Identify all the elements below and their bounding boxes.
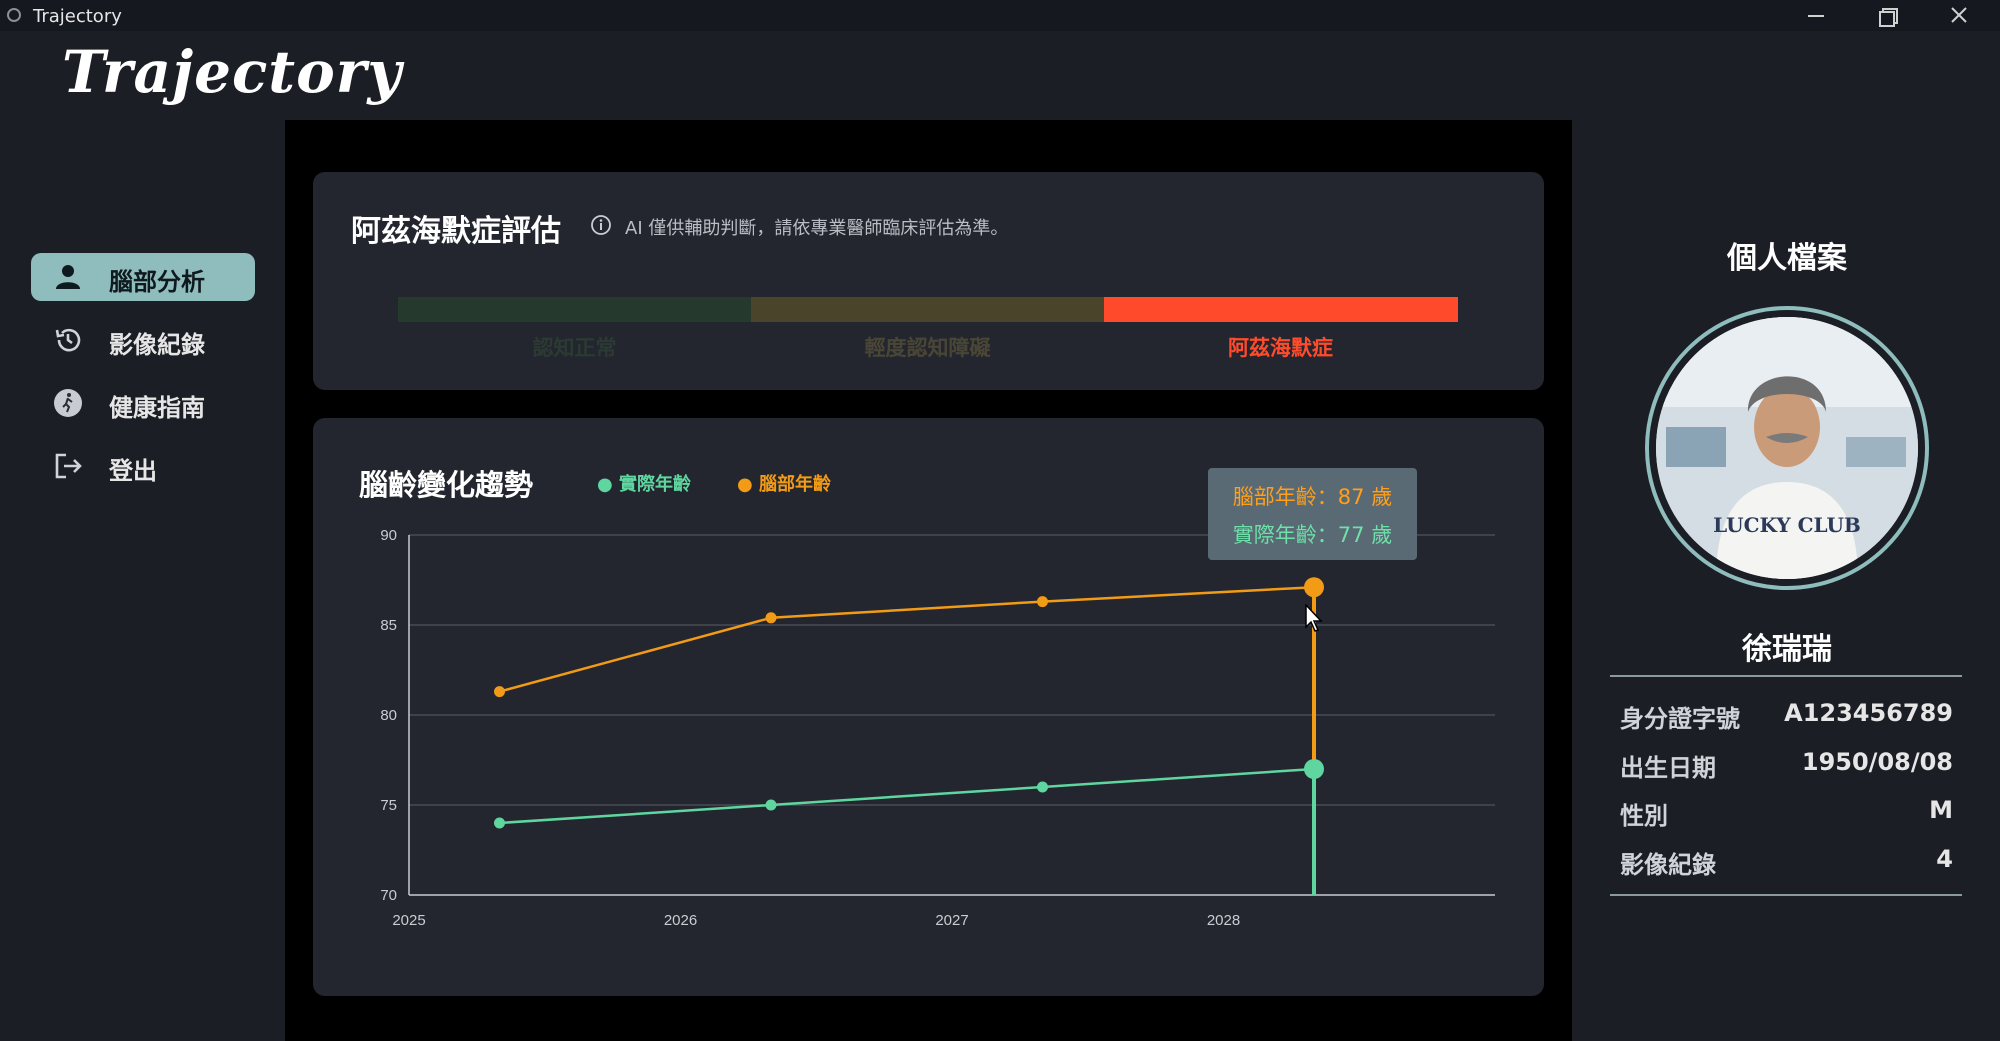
field-label-sex: 性別 [1620, 802, 1668, 830]
series-line-actual-age [499, 767, 1315, 825]
sidebar-item-brain-analysis[interactable]: 腦部分析 [31, 253, 255, 301]
sidebar-item-label: 健康指南 [109, 394, 205, 422]
level-bar-alzheimer [1104, 297, 1458, 322]
mouse-cursor-icon [1305, 604, 1323, 632]
level-label-normal: 認知正常 [532, 336, 617, 360]
sidebar-item-health-guide[interactable]: 健康指南 [31, 379, 255, 427]
avatar: LUCKY CLUB [1656, 317, 1918, 579]
field-value-birthdate: 1950/08/08 [1801, 748, 1953, 776]
x-tick-label: 2027 [935, 912, 968, 929]
profile-divider [1610, 675, 1962, 677]
field-label-image-records: 影像紀錄 [1620, 851, 1716, 879]
data-point-brain-age [494, 686, 505, 698]
profile-divider [1610, 894, 1962, 896]
minimize-button[interactable] [1780, 0, 1850, 31]
title-bar: Trajectory [0, 0, 2000, 31]
tooltip-brain-age: 腦部年齡：87 歲 [1232, 485, 1393, 509]
data-point-actual-age [1304, 759, 1324, 779]
sidebar-item-logout[interactable]: 登出 [31, 442, 255, 490]
x-tick-label: 2025 [392, 912, 425, 929]
trend-title: 腦齡變化趨勢 [359, 468, 534, 502]
data-point-brain-age [1304, 577, 1324, 598]
assessment-disclaimer: AI 僅供輔助判斷，請依專業醫師臨床評估為準。 [625, 218, 1009, 239]
series-line-brain-age [499, 585, 1315, 693]
y-tick-label: 75 [380, 797, 397, 814]
level-label-alzheimer: 阿茲海默症 [1228, 336, 1333, 360]
sidebar-item-label: 影像紀錄 [109, 331, 205, 359]
maximize-button[interactable] [1852, 0, 1922, 31]
window-title: Trajectory [33, 6, 122, 27]
y-tick-label: 90 [380, 527, 397, 544]
user-icon [56, 265, 80, 289]
y-tick-label: 80 [380, 707, 397, 724]
app-icon [7, 8, 21, 22]
level-label-mild: 輕度認知障礙 [864, 336, 991, 360]
logout-icon [55, 453, 82, 479]
field-value-sex: M [1929, 796, 1953, 824]
legend-label: 腦部年齡 [758, 474, 831, 495]
legend-actual-age[interactable]: ● 實際年齡 [597, 474, 691, 495]
level-bar-normal [398, 297, 751, 322]
y-tick-label: 85 [380, 617, 397, 634]
history-icon [55, 328, 81, 352]
profile-title: 個人檔案 [1727, 241, 1847, 276]
running-icon [54, 389, 82, 417]
field-label-id: 身分證字號 [1620, 705, 1740, 733]
avatar-ring [1645, 306, 1929, 590]
trend-card: 腦齡變化趨勢 ● 實際年齡 ● 腦部年齡 70 75 80 85 90 2025 2026 2… [313, 418, 1544, 996]
chart-tooltip: 腦部年齡：87 歲 實際年齡：77 歲 [1208, 468, 1417, 560]
x-tick-label: 2026 [664, 912, 697, 929]
close-button[interactable] [1924, 0, 1994, 31]
tooltip-actual-age: 實際年齡：77 歲 [1232, 523, 1393, 547]
x-tick-label: 2028 [1207, 912, 1240, 929]
sidebar-item-image-records[interactable]: 影像紀錄 [31, 316, 255, 364]
app-logo: Trajectory [62, 38, 403, 106]
legend-brain-age[interactable]: ● 腦部年齡 [737, 474, 831, 495]
legend-label: 實際年齡 [618, 474, 691, 495]
avatar-photo: LUCKY CLUB [1656, 317, 1918, 579]
data-point-brain-age [765, 612, 777, 624]
profile-name: 徐瑞瑞 [1742, 632, 1832, 667]
close-icon [1951, 7, 1967, 23]
assessment-card: 阿茲海默症評估 AI 僅供輔助判斷，請依專業醫師臨床評估為準。 認知正常 輕度認… [313, 172, 1544, 390]
data-point-actual-age [765, 799, 777, 811]
field-label-birthdate: 出生日期 [1620, 754, 1716, 782]
svg-text:LUCKY CLUB: LUCKY CLUB [1713, 513, 1861, 537]
field-value-image-records: 4 [1936, 845, 1953, 873]
data-point-actual-age [494, 817, 505, 829]
field-value-id: A123456789 [1784, 699, 1953, 727]
y-tick-label: 70 [380, 887, 397, 904]
sidebar-item-label: 登出 [109, 457, 157, 485]
level-bar-mild [751, 297, 1104, 322]
sidebar-item-label: 腦部分析 [109, 268, 205, 296]
data-point-brain-age [1037, 596, 1048, 608]
assessment-title: 阿茲海默症評估 [351, 214, 561, 249]
data-point-actual-age [1037, 781, 1048, 793]
info-icon[interactable] [590, 214, 612, 236]
